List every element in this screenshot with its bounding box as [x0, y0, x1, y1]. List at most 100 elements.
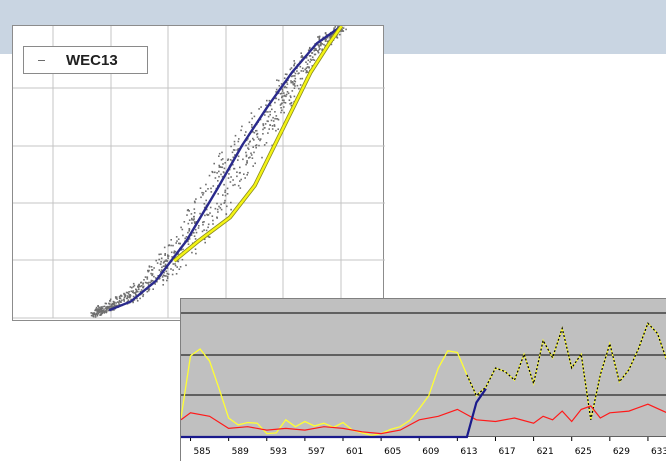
scatter-point — [269, 114, 271, 116]
scatter-point — [224, 200, 226, 202]
scatter-point — [243, 173, 245, 175]
scatter-point — [220, 204, 222, 206]
scatter-point — [277, 118, 279, 120]
scatter-point — [218, 165, 220, 167]
scatter-point — [215, 177, 217, 179]
scatter-point — [238, 185, 240, 187]
scatter-point — [128, 291, 130, 293]
scatter-point — [193, 218, 195, 220]
scatter-point — [149, 288, 151, 290]
scatter-point — [216, 172, 218, 174]
scatter-point — [222, 163, 224, 165]
scatter-point — [227, 193, 229, 195]
scatter-point — [153, 267, 155, 269]
scatter-point — [278, 99, 280, 101]
scatter-point — [203, 229, 205, 231]
scatter-point — [272, 125, 274, 127]
scatter-point — [302, 68, 304, 70]
x-tick-label: 601 — [346, 447, 363, 457]
scatter-point — [200, 187, 202, 189]
scatter-point — [294, 80, 296, 82]
scatter-point — [335, 26, 337, 28]
scatter-point — [343, 27, 345, 29]
x-tick-label: 597 — [308, 447, 325, 457]
scatter-point — [220, 166, 222, 168]
scatter-point — [182, 249, 184, 251]
scatter-point — [158, 254, 160, 256]
scatter-point — [160, 264, 162, 266]
scatter-point — [195, 253, 197, 255]
scatter-point — [249, 141, 251, 143]
x-tick-label: 589 — [232, 447, 249, 457]
scatter-point — [148, 290, 150, 292]
scatter-point — [136, 289, 138, 291]
scatter-point — [202, 224, 204, 226]
scatter-point — [212, 172, 214, 174]
scatter-point — [218, 206, 220, 208]
scatter-point — [131, 291, 133, 293]
scatter-point — [149, 265, 151, 267]
scatter-point — [202, 231, 204, 233]
scatter-point — [292, 81, 294, 83]
scatter-point — [151, 266, 153, 268]
scatter-point — [102, 310, 104, 312]
scatter-point — [101, 307, 103, 309]
scatter-point — [226, 214, 228, 216]
x-tick-label: 621 — [537, 447, 554, 457]
scatter-point — [255, 145, 257, 147]
scatter-point — [204, 215, 206, 217]
scatter-point — [193, 216, 195, 218]
scatter-point — [325, 32, 327, 34]
scatter-point — [212, 220, 214, 222]
scatter-point — [202, 222, 204, 224]
scatter-point — [317, 36, 319, 38]
scatter-point — [265, 104, 267, 106]
scatter-point — [189, 229, 191, 231]
scatter-point — [242, 159, 244, 161]
scatter-point — [234, 149, 236, 151]
scatter-point — [147, 276, 149, 278]
scatter-point — [128, 293, 130, 295]
scatter-point — [253, 139, 255, 141]
scatter-point — [309, 55, 311, 57]
scatter-point — [208, 224, 210, 226]
scatter-point — [185, 265, 187, 267]
scatter-point — [226, 206, 228, 208]
scatter-point — [191, 213, 193, 215]
scatter-point — [204, 203, 206, 205]
scatter-point — [294, 85, 296, 87]
scatter-point — [147, 270, 149, 272]
scatter-point — [230, 181, 232, 183]
scatter-point — [300, 66, 302, 68]
scatter-point — [252, 165, 254, 167]
scatter-point — [280, 107, 282, 109]
scatter-point — [274, 125, 276, 127]
scatter-point — [313, 50, 315, 52]
scatter-point — [90, 312, 92, 314]
scatter-point — [145, 276, 147, 278]
scatter-point — [138, 284, 140, 286]
scatter-point — [234, 168, 236, 170]
scatter-point — [253, 152, 255, 154]
scatter-point — [95, 309, 97, 311]
scatter-point — [289, 103, 291, 105]
scatter-point — [97, 310, 99, 312]
scatter-point — [252, 146, 254, 148]
scatter-point — [298, 72, 300, 74]
scatter-point — [218, 155, 220, 157]
scatter-chart-panel: WEC13 — [12, 25, 384, 321]
scatter-point — [147, 278, 149, 280]
scatter-point — [277, 128, 279, 130]
scatter-point — [281, 97, 283, 99]
scatter-point — [228, 173, 230, 175]
scatter-point — [118, 302, 120, 304]
scatter-point — [187, 209, 189, 211]
scatter-point — [121, 300, 123, 302]
scatter-point — [172, 245, 174, 247]
scatter-point — [305, 69, 307, 71]
scatter-point — [269, 124, 271, 126]
scatter-point — [173, 263, 175, 265]
scatter-point — [207, 188, 209, 190]
scatter-point — [271, 120, 273, 122]
scatter-point — [178, 243, 180, 245]
